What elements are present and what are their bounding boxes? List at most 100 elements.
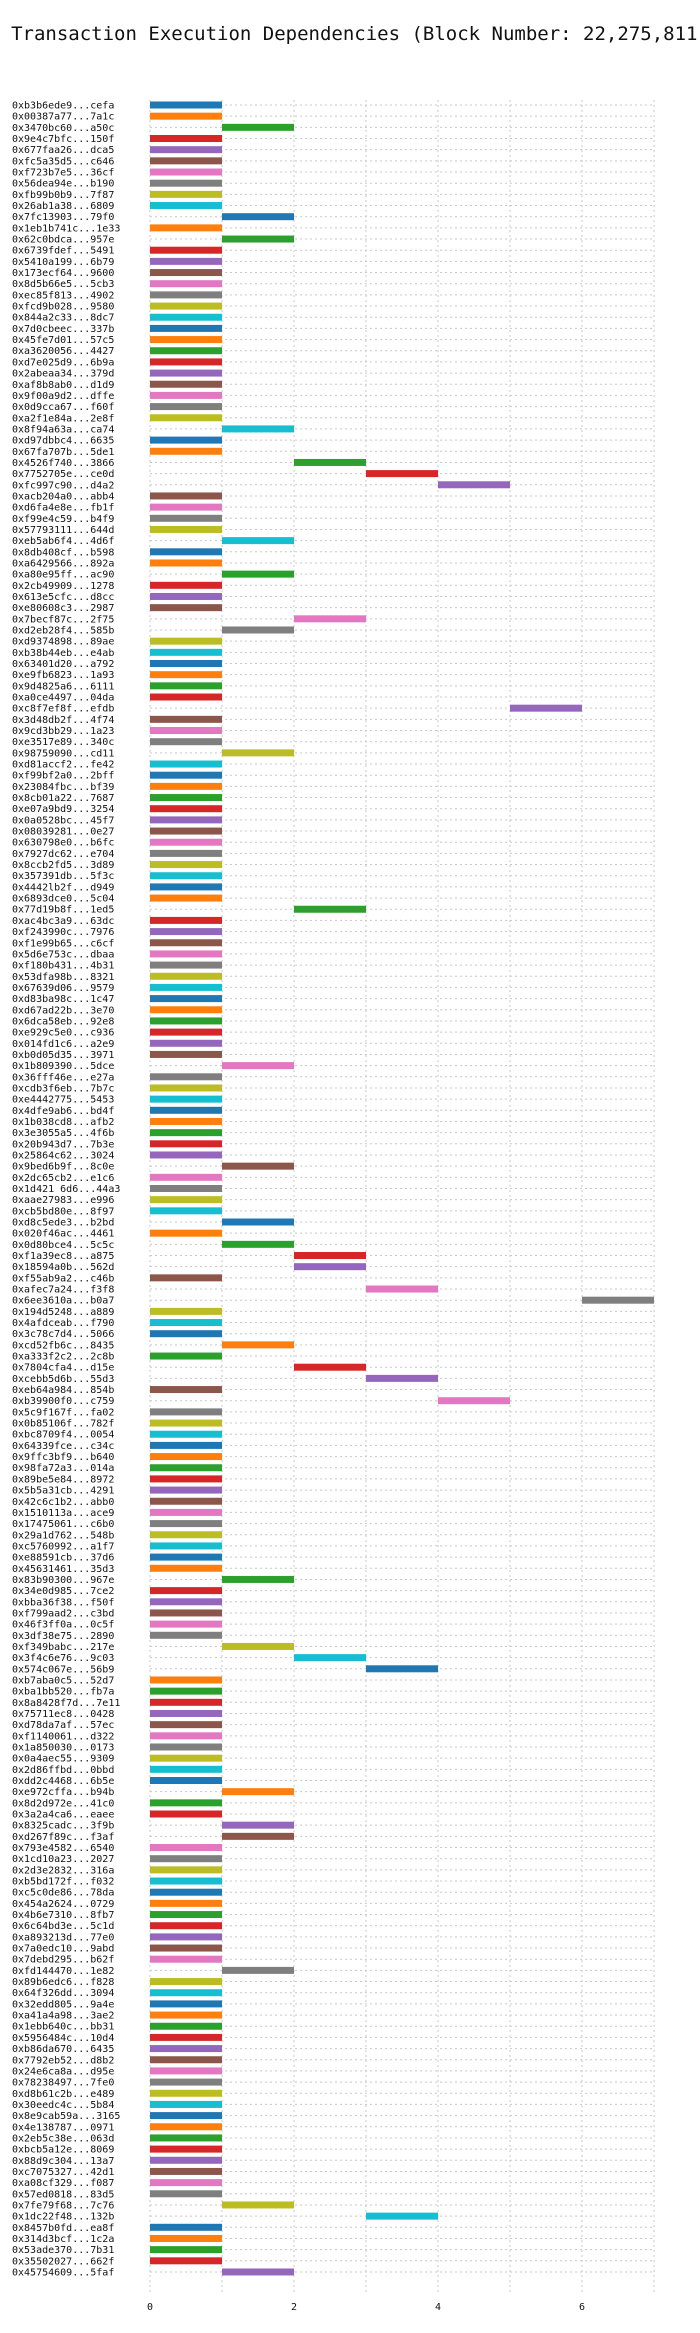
tx-label: 0xf99bf2a0...2bff <box>12 771 114 782</box>
tx-label: 0x67639d06...9579 <box>12 983 114 994</box>
tx-label: 0x18594a0b...562d <box>12 1262 114 1273</box>
dependency-bar <box>150 771 222 779</box>
tx-label: 0xb38b44eb...e4ab <box>12 648 114 659</box>
dependency-bar <box>222 1162 294 1170</box>
tx-label: 0xac4bc3a9...63dc <box>12 916 114 927</box>
tx-label: 0x9ffc3bf9...b640 <box>12 1452 114 1463</box>
grid <box>149 100 655 2292</box>
tx-label: 0x9d4825a6...6111 <box>12 681 114 692</box>
tx-label: 0xfc997c90...d4a2 <box>12 480 114 491</box>
tx-label: 0x3df38e75...2890 <box>12 1631 114 1642</box>
dependency-bar <box>150 1564 222 1572</box>
tx-label: 0x8db408cf...b598 <box>12 547 114 558</box>
tx-label: 0x1b809390...5dce <box>12 1061 114 1072</box>
dependency-bar <box>150 648 222 656</box>
dependency-bar <box>222 2201 294 2209</box>
dependency-bar <box>150 447 222 455</box>
tx-label: 0xf1a39ec8...a875 <box>12 1251 114 1262</box>
dependency-bar <box>150 1453 222 1461</box>
dependency-bar <box>150 403 222 411</box>
tx-label: 0xf99e4c59...b4f9 <box>12 514 114 525</box>
tx-label: 0x75711ec8...0428 <box>12 1709 114 1720</box>
dependency-bar <box>150 1844 222 1852</box>
dependency-bar <box>150 302 222 310</box>
dependency-bar <box>150 1129 222 1137</box>
tx-label: 0xa0ce4497...04da <box>12 693 114 704</box>
tx-label: 0x5410a199...6b79 <box>12 257 114 268</box>
dependency-bar <box>150 1754 222 1762</box>
dependency-bar <box>150 2257 222 2265</box>
tx-label: 0x98759090...cd11 <box>12 748 114 759</box>
dependency-bar <box>150 157 222 165</box>
dependency-bar <box>150 872 222 880</box>
tx-label: 0xe972cffa...b94b <box>12 1787 114 1798</box>
dependency-bar <box>150 2022 222 2030</box>
tx-label: 0x2dc65cb2...e1c6 <box>12 1173 114 1184</box>
dependency-bar <box>150 1743 222 1751</box>
tx-label: 0x7927dc62...e704 <box>12 849 114 860</box>
tx-label: 0x6893dce0...5c04 <box>12 894 114 905</box>
dependency-bar <box>150 782 222 790</box>
dependency-bar <box>510 704 582 712</box>
tx-label: 0xe3517e89...340c <box>12 737 114 748</box>
tx-label: 0x1eb1b741c...1e33 <box>12 223 120 234</box>
tx-label: 0x9cd3bb29...1a23 <box>12 726 114 737</box>
tx-label: 0x6ee3610a...b0a7 <box>12 1296 114 1307</box>
tx-label: 0x8457b0fd...ea8f <box>12 2223 114 2234</box>
chart-title: Transaction Execution Dependencies (Bloc… <box>11 23 700 45</box>
dependency-bar <box>150 1084 222 1092</box>
dependency-bar <box>150 548 222 556</box>
dependency-bar <box>150 2190 222 2198</box>
tx-label: 0x8ccb2fd5...3d89 <box>12 860 114 871</box>
tx-label: 0xb0d05d35...3971 <box>12 1050 114 1061</box>
tx-label: 0x6dca58eb...92e8 <box>12 1016 114 1027</box>
dependency-bar <box>150 559 222 567</box>
x-axis-ticks: 0 2 4 6 <box>147 2302 585 2313</box>
tx-label: 0xa893213d...77e0 <box>12 1932 114 1943</box>
tx-label: 0x194d5248...a889 <box>12 1307 114 1318</box>
tx-label: 0x57793111...644d <box>12 525 114 536</box>
dependency-bar <box>150 2145 222 2153</box>
dependency-bar <box>150 715 222 723</box>
dependency-bar <box>150 1073 222 1081</box>
dependency-bar <box>150 1419 222 1427</box>
tx-label: 0x1a850030...0173 <box>12 1742 114 1753</box>
dependency-bar <box>150 146 222 154</box>
dependency-bar <box>222 1966 294 1974</box>
tx-label: 0xd97dbbc4...6635 <box>12 436 114 447</box>
dependency-bar <box>222 1788 294 1796</box>
tx-label: 0x45631461...35d3 <box>12 1564 114 1575</box>
dependency-bar <box>222 570 294 578</box>
dependency-bar <box>150 1352 222 1360</box>
tx-label: 0x0a4aec55...9309 <box>12 1754 114 1765</box>
dependency-bar <box>150 738 222 746</box>
dependency-bar <box>150 224 222 232</box>
tx-label: 0x5d6e753c...dbaa <box>12 949 114 960</box>
dependency-bar <box>150 1978 222 1986</box>
dependency-bar <box>150 1319 222 1327</box>
tx-label: 0x357391db...5f3c <box>12 871 114 882</box>
dependency-bar <box>150 1106 222 1114</box>
tx-label: 0x2d86ffbd...0bbd <box>12 1765 114 1776</box>
tx-label: 0x1d421 6d6...44a3 <box>12 1184 120 1195</box>
tx-label: 0x56dea94e...b190 <box>12 179 114 190</box>
dependency-bar <box>150 604 222 612</box>
tx-label: 0xf1e99b65...c6cf <box>12 938 114 949</box>
dependency-bar <box>150 682 222 690</box>
dependency-bar <box>150 2000 222 2008</box>
tx-label: 0xcebb5d6b...55d3 <box>12 1374 114 1385</box>
tx-label: 0x613e5cfc...d8cc <box>12 592 114 603</box>
tx-label: 0xcd52fb6c...8435 <box>12 1340 114 1351</box>
tx-label: 0x8d2d972e...41c0 <box>12 1798 114 1809</box>
tx-label: 0x7becf87c...2f75 <box>12 614 114 625</box>
dependency-bar <box>222 1240 294 1248</box>
dependency-bar <box>294 1263 366 1271</box>
dependency-bar <box>294 615 366 623</box>
tx-label: 0x4b6e7310...8fb7 <box>12 1910 114 1921</box>
dependency-bar <box>150 1196 222 1204</box>
tx-label: 0x7792eb52...d8b2 <box>12 2055 114 2066</box>
x-tick-label: 2 <box>291 2302 297 2313</box>
tx-label: 0x1ebb640c...bb31 <box>12 2022 114 2033</box>
tx-label: 0x35502027...662f <box>12 2256 114 2267</box>
